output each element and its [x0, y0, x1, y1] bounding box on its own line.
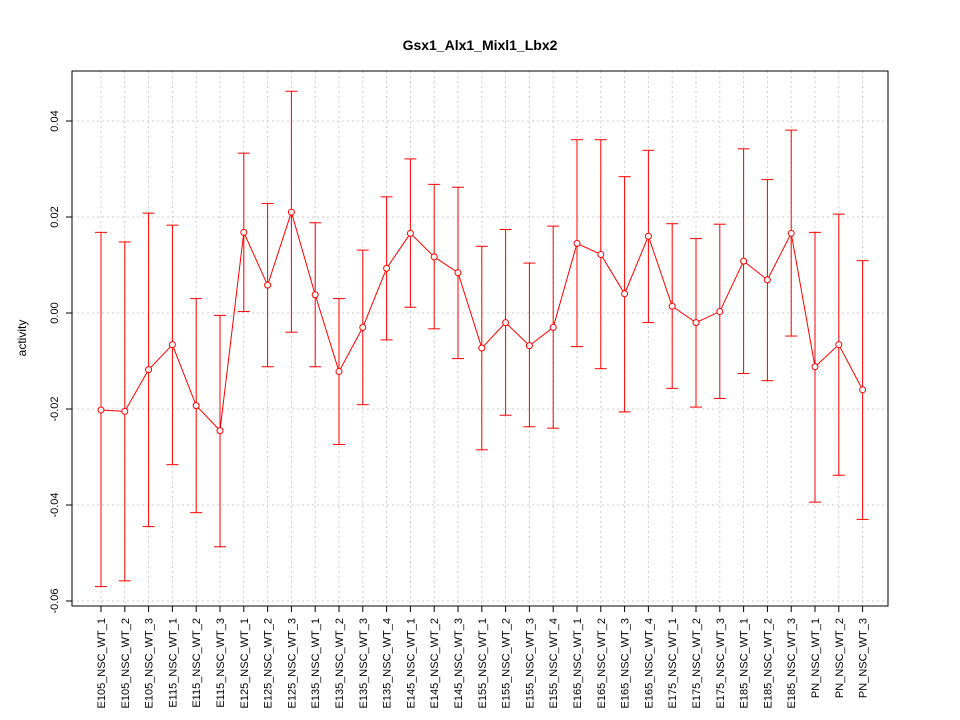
- data-point: [763, 276, 771, 284]
- x-tick-label: E155_NSC_WT_3: [524, 618, 536, 709]
- data-point: [835, 341, 843, 349]
- chart-title: Gsx1_Alx1_Mixl1_Lbx2: [403, 37, 558, 53]
- data-point: [406, 229, 414, 237]
- x-tick-label: E145_NSC_WT_1: [405, 618, 417, 709]
- data-point: [168, 341, 176, 349]
- x-tick-label: E125_NSC_WT_1: [239, 618, 251, 709]
- data-point: [311, 291, 319, 299]
- x-tick-label: PN_NSC_WT_3: [858, 618, 870, 698]
- data-point: [859, 386, 867, 394]
- data-point: [716, 308, 724, 316]
- x-tick-label: E115_NSC_WT_1: [167, 618, 179, 708]
- data-point: [240, 228, 248, 236]
- data-point: [97, 406, 105, 414]
- data-point: [478, 344, 486, 352]
- x-tick-label: E155_NSC_WT_4: [548, 618, 560, 709]
- data-point: [383, 264, 391, 272]
- data-point: [668, 302, 676, 310]
- data-point: [740, 257, 748, 265]
- data-point: [692, 319, 700, 327]
- x-tick-label: PN_NSC_WT_1: [810, 618, 822, 698]
- data-point: [216, 427, 224, 435]
- data-point: [525, 342, 533, 350]
- data-point: [121, 407, 129, 415]
- data-point: [621, 290, 629, 298]
- data-point: [549, 323, 557, 331]
- y-tick-label: -0.06: [49, 588, 61, 613]
- x-tick-label: E185_NSC_WT_1: [739, 618, 751, 709]
- x-tick-label: E135_NSC_WT_3: [358, 618, 370, 709]
- x-tick-label: E175_NSC_WT_3: [715, 618, 727, 709]
- data-point: [597, 250, 605, 258]
- y-tick-label: -0.04: [49, 492, 61, 517]
- y-tick-label: 0.00: [49, 302, 61, 323]
- x-tick-label: E155_NSC_WT_2: [501, 618, 513, 709]
- x-tick-label: E115_NSC_WT_3: [215, 618, 227, 708]
- x-tick-label: E125_NSC_WT_2: [263, 618, 275, 709]
- x-tick-label: E185_NSC_WT_3: [786, 618, 798, 709]
- x-tick-label: E165_NSC_WT_3: [620, 618, 632, 709]
- data-point: [454, 269, 462, 277]
- y-axis-label: activity: [15, 320, 29, 357]
- x-tick-label: E135_NSC_WT_1: [310, 618, 322, 709]
- x-tick-label: E105_NSC_WT_1: [96, 618, 108, 709]
- x-tick-label: E125_NSC_WT_3: [286, 618, 298, 709]
- x-tick-label: E145_NSC_WT_3: [453, 618, 465, 709]
- data-point: [287, 208, 295, 216]
- data-point: [502, 319, 510, 327]
- y-tick-label: 0.04: [49, 110, 61, 131]
- x-tick-label: E185_NSC_WT_2: [762, 618, 774, 709]
- grid: [72, 71, 888, 606]
- x-tick-label: PN_NSC_WT_2: [834, 618, 846, 698]
- x-tick-label: E115_NSC_WT_2: [191, 618, 203, 708]
- x-tick-label: E175_NSC_WT_1: [667, 618, 679, 709]
- x-tick-label: E155_NSC_WT_1: [477, 618, 489, 709]
- data-point: [264, 281, 272, 289]
- data-point: [573, 239, 581, 247]
- x-tick-label: E165_NSC_WT_1: [572, 618, 584, 709]
- data-points: [97, 208, 867, 435]
- data-point: [787, 229, 795, 237]
- x-tick-label: E175_NSC_WT_2: [691, 618, 703, 709]
- y-tick-label: 0.02: [49, 206, 61, 227]
- data-point: [430, 253, 438, 261]
- axes: -0.06 -0.04 -0.02 0.00 0.02 0.04 E105_NSC_WT_1…: [49, 110, 870, 708]
- y-tick-label: -0.02: [49, 396, 61, 421]
- data-point: [335, 368, 343, 376]
- plot-frame: [71, 70, 889, 607]
- x-tick-label: E135_NSC_WT_4: [382, 618, 394, 709]
- x-tick-label: E105_NSC_WT_3: [144, 618, 156, 709]
- x-tick-label: E105_NSC_WT_2: [120, 618, 132, 709]
- data-point: [811, 363, 819, 371]
- x-tick-label: E145_NSC_WT_2: [429, 618, 441, 709]
- x-tick-label: E165_NSC_WT_2: [596, 618, 608, 709]
- data-point: [644, 232, 652, 240]
- data-point: [359, 323, 367, 331]
- data-point: [192, 402, 200, 410]
- x-tick-label: E135_NSC_WT_2: [334, 618, 346, 709]
- data-point: [145, 366, 153, 374]
- x-tick-label: E165_NSC_WT_4: [643, 618, 655, 709]
